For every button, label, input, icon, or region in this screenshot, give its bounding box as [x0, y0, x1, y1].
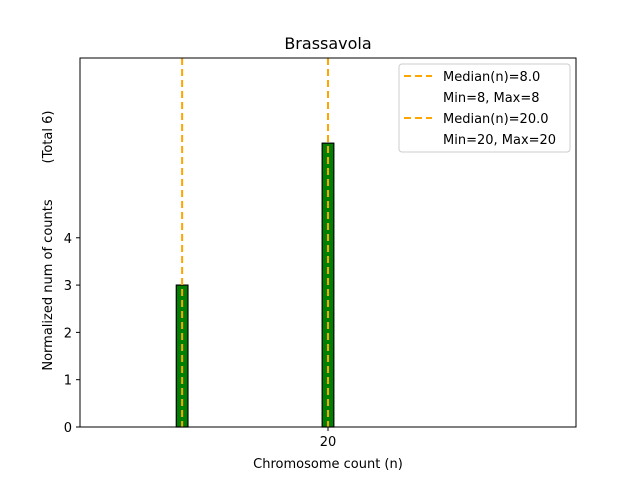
legend: Median(n)=8.0 Min=8, Max=8 Median(n)=20.0 M… [398, 63, 571, 153]
y-tick-label-0: 0 [64, 421, 72, 436]
legend-label-3: Min=20, Max=20 [443, 133, 556, 148]
y-tick-label-1: 1 [64, 374, 72, 389]
x-tick-label-0: 20 [320, 435, 337, 450]
legend-label-0: Median(n)=8.0 [443, 70, 540, 85]
y-tick-label-2: 2 [64, 326, 72, 341]
y-axis-label: Normalized num of counts [41, 199, 56, 370]
chart-title: Brassavola [284, 34, 371, 53]
legend-box [398, 63, 571, 153]
legend-label-2: Median(n)=20.0 [443, 112, 549, 127]
y-tick-label-4: 4 [64, 232, 72, 247]
legend-label-1: Min=8, Max=8 [443, 91, 540, 106]
y-tick-label-3: 3 [64, 279, 72, 294]
x-axis-label: Chromosome count (n) [253, 457, 403, 472]
y-axis-note: (Total 6) [41, 111, 56, 164]
